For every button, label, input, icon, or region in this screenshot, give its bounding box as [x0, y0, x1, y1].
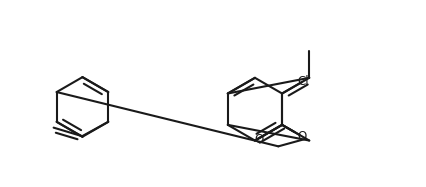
Text: O: O	[297, 130, 306, 143]
Text: Cl: Cl	[296, 75, 308, 88]
Text: O: O	[254, 133, 263, 146]
